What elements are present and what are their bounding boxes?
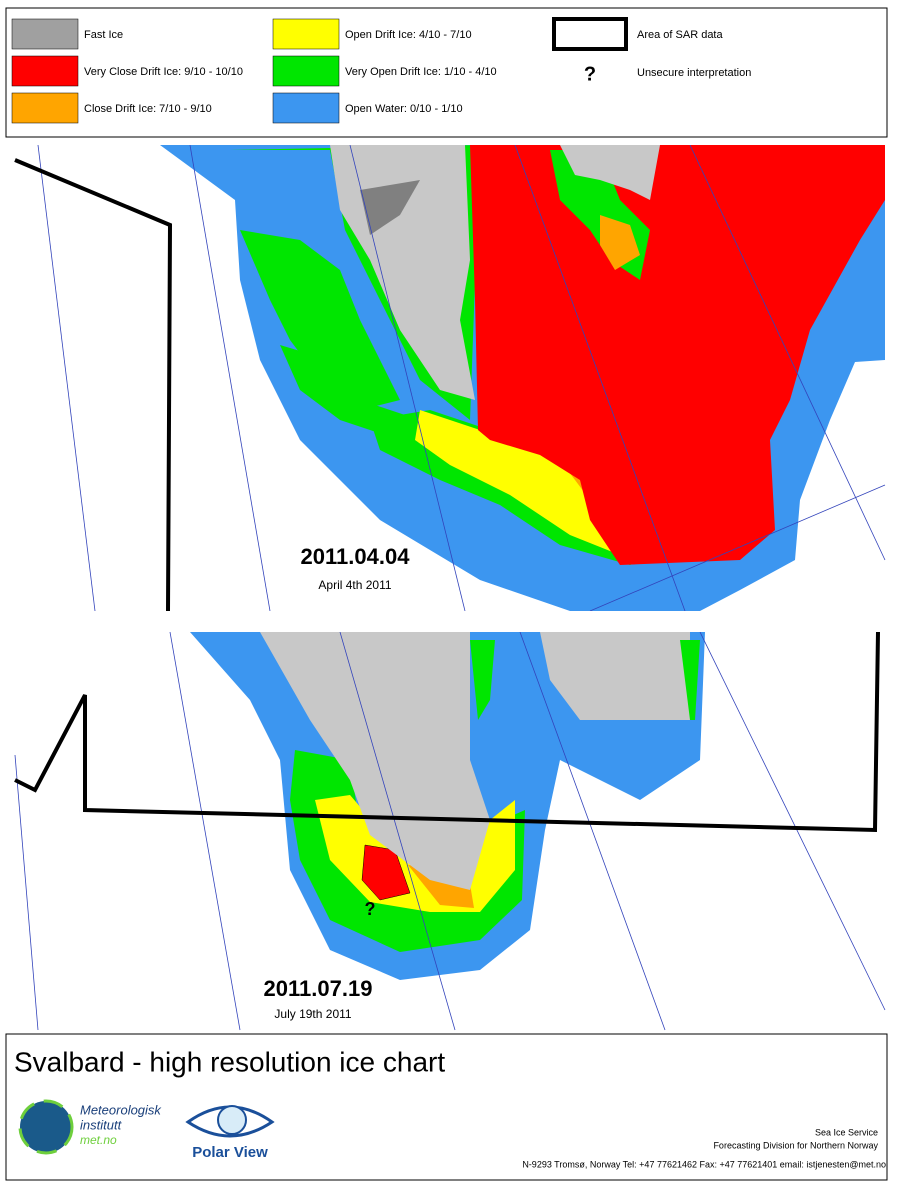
legend-swatch xyxy=(11,55,79,87)
land xyxy=(540,632,690,720)
very-open-drift xyxy=(470,640,700,720)
legend-label: Open Drift Ice: 4/10 - 7/10 xyxy=(345,29,472,41)
polar-view-iris xyxy=(217,1105,247,1135)
very-open-drift xyxy=(280,345,420,440)
sar-area xyxy=(14,632,880,833)
fast-ice xyxy=(360,180,420,235)
grid-line xyxy=(589,484,886,611)
legend-swatch xyxy=(11,18,79,50)
met-logo xyxy=(20,1101,72,1153)
map-subtitle: April 4th 2011 xyxy=(318,578,391,592)
grid-line xyxy=(169,632,241,1031)
contact: N-9293 Tromsø, Norway Tel: +47 77621462 … xyxy=(522,1159,886,1169)
legend-label: Very Open Drift Ice: 1/10 - 4/10 xyxy=(345,66,497,78)
grid-line xyxy=(689,145,886,561)
org-name: Polar View xyxy=(192,1144,268,1161)
footer-box xyxy=(5,1033,888,1181)
map-date: 2011.04.04 xyxy=(301,544,411,569)
grid-line xyxy=(699,632,886,1011)
sar-swatch xyxy=(552,17,628,51)
org-name: institutt xyxy=(80,1117,123,1132)
grid-line xyxy=(339,632,456,1031)
org-name: Meteorologisk xyxy=(80,1102,162,1117)
sar-label: Area of SAR data xyxy=(637,29,723,41)
very-close-drift xyxy=(470,145,885,565)
legend-label: Very Close Drift Ice: 9/10 - 10/10 xyxy=(84,66,243,78)
grid-line xyxy=(349,145,466,611)
grid-line xyxy=(14,754,39,1031)
grid-line xyxy=(519,632,666,1031)
grid-line xyxy=(189,145,271,611)
legend: Fast Ice Very Close Drift Ice: 9/10 - 10/… xyxy=(11,18,497,124)
met-logo-ring xyxy=(18,1099,74,1155)
chart-title: Svalbard - high resolution ice chart xyxy=(14,1046,445,1077)
legend-swatch xyxy=(272,92,340,124)
unsecure-symbol: ? xyxy=(584,63,596,85)
map-july: ? 2011.07.19 July 19th 2011 xyxy=(14,632,886,1031)
legend-label: Close Drift Ice: 7/10 - 9/10 xyxy=(84,103,212,115)
legend-swatch xyxy=(272,18,340,50)
land xyxy=(560,145,660,200)
legend-swatch xyxy=(11,92,79,124)
land xyxy=(260,632,490,890)
polar-view-logo xyxy=(185,1105,275,1138)
legend-swatch xyxy=(272,55,340,87)
map-subtitle: July 19th 2011 xyxy=(274,1007,351,1021)
sar-area xyxy=(14,158,173,611)
map-april: 2011.04.04 April 4th 2011 xyxy=(14,145,886,611)
service: Sea Ice Service xyxy=(815,1127,878,1137)
grid-line xyxy=(37,145,96,611)
grid-line xyxy=(514,145,686,611)
division: Forecasting Division for Northern Norway xyxy=(713,1140,878,1150)
legend-box xyxy=(5,7,888,138)
unsecure-label: Unsecure interpretation xyxy=(637,67,751,79)
legend-label: Fast Ice xyxy=(84,29,123,41)
org-url: met.no xyxy=(80,1133,117,1147)
legend-label: Open Water: 0/10 - 1/10 xyxy=(345,103,463,115)
map-date: 2011.07.19 xyxy=(264,976,373,1001)
close-drift xyxy=(600,215,640,270)
unsecure-marker: ? xyxy=(365,899,376,919)
